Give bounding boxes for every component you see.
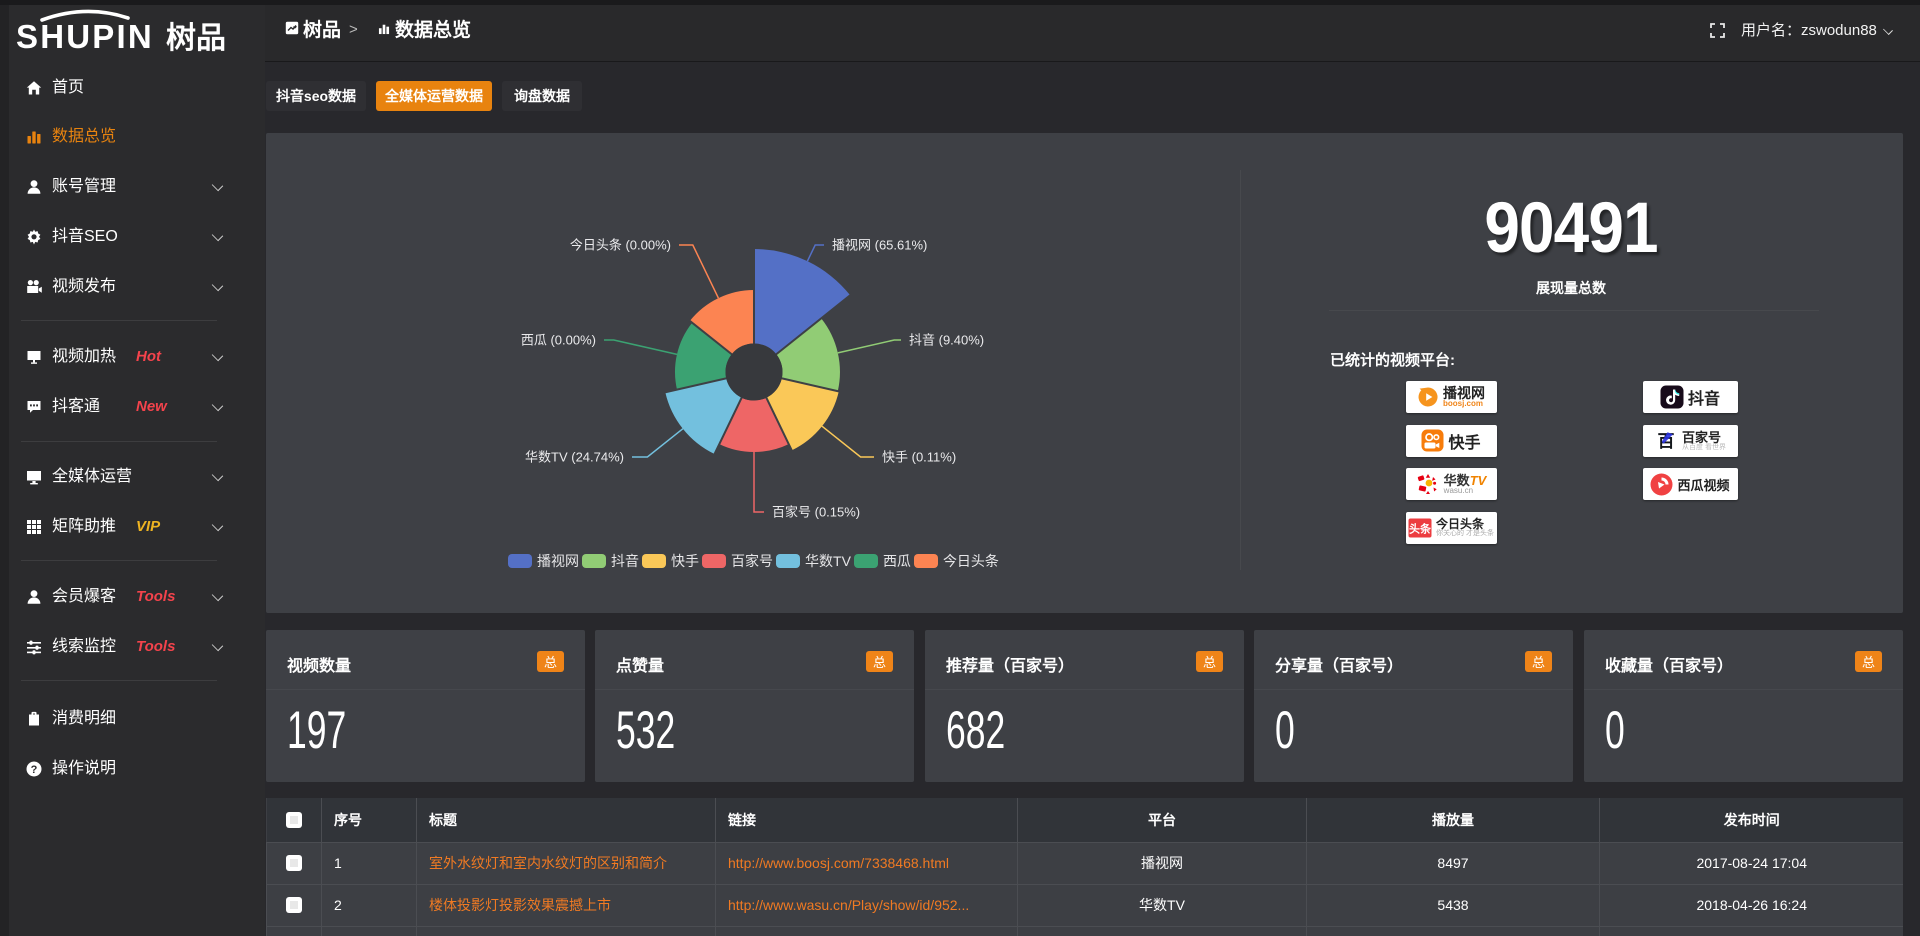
svg-text:播视网 (65.61%): 播视网 (65.61%) <box>832 238 927 253</box>
svg-text:快手 (0.11%): 快手 (0.11%) <box>882 450 956 465</box>
svg-text:西瓜 (0.00%): 西瓜 (0.00%) <box>521 333 596 348</box>
svg-text:华数TV (24.74%): 华数TV (24.74%) <box>525 450 624 465</box>
svg-text:百家号 (0.15%): 百家号 (0.15%) <box>772 505 860 520</box>
svg-text:头条: 头条 <box>1409 521 1432 535</box>
svg-text:今日头条 (0.00%): 今日头条 (0.00%) <box>570 238 671 253</box>
svg-text:?: ? <box>31 764 38 776</box>
svg-text:树品: 树品 <box>166 22 226 55</box>
svg-text:抖音 (9.40%): 抖音 (9.40%) <box>909 333 984 348</box>
svg-text:SHUPIN: SHUPIN <box>16 18 154 55</box>
